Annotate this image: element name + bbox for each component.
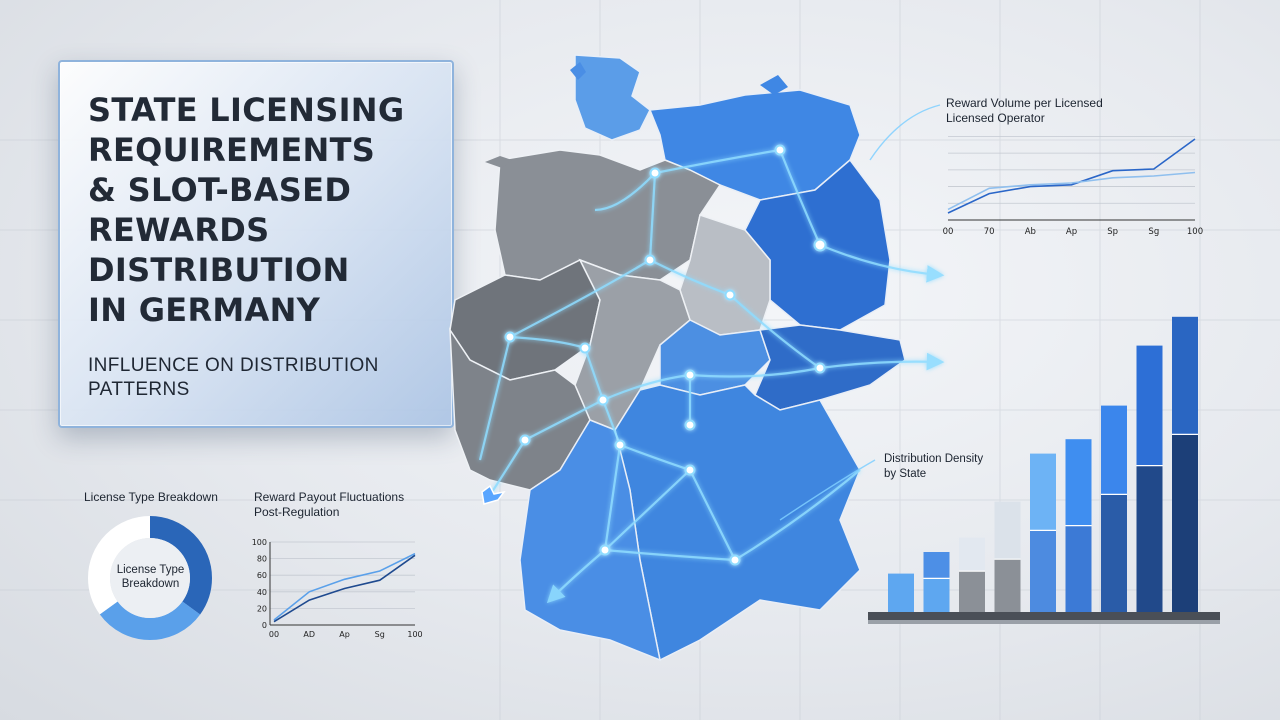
network-node [519,434,531,446]
donut-heading: License Type Breakdown [84,490,218,504]
x-tick-label: AD [303,630,315,639]
bar-segment-lower [959,571,985,612]
line-top-chart: 00 70 Ab Ap Sp Sg 100 [943,135,1203,237]
x-tick-label: Sg [1148,227,1159,237]
bar-platform-edge [868,620,1220,624]
series-line [273,552,416,621]
state-niedersachsen [494,149,722,281]
callout-connector [779,459,876,521]
bar-segment-upper [1101,405,1127,495]
series-line [273,554,416,623]
bar-segment-upper [994,501,1021,560]
y-tick-label: 20 [257,604,267,613]
network-node [813,238,827,252]
x-tick-label: 00 [269,630,279,639]
bar-chart [868,316,1220,624]
x-tick-label: Ap [339,630,350,639]
y-tick-label: 40 [257,588,267,597]
series-line [947,138,1196,214]
y-tick-label: 100 [252,538,267,547]
line-top-heading: Reward Volume per Licensed Licensed Oper… [946,96,1103,125]
x-tick-label: 70 [984,227,995,237]
page-subtitle: INFLUENCE ON DISTRIBUTION PATTERNS [88,355,379,400]
x-tick-label: 100 [407,630,422,639]
network-node [684,464,696,476]
network-lines [478,148,945,604]
y-tick-label: 0 [262,621,267,630]
donut-segment-light [88,516,212,640]
state-schleswig-holstein [574,54,651,141]
line-small-heading: Reward Payout Fluctuations Post-Regulati… [254,490,405,519]
x-tick-label: Ab [1025,227,1036,237]
callout-connector [869,104,941,161]
x-tick-label: 00 [943,227,954,237]
network-node [774,144,786,156]
bar-segment-lower [1065,525,1092,612]
network-node [724,289,736,301]
network-node [729,554,741,566]
bar-segment-upper [959,537,985,572]
donut-center-label: License Type Breakdown [116,564,185,590]
y-tick-label: 60 [257,571,267,580]
network-node [504,331,516,343]
network-node [684,419,696,431]
bar-segment-lower [888,573,914,612]
x-tick-label: Ap [1066,227,1077,237]
x-tick-label: Sg [375,630,385,639]
bars-heading: Distribution Density by State [884,453,984,480]
star-marker-icon [481,484,506,505]
bar-segment-upper [1065,439,1092,526]
bar-segment-lower [994,559,1021,612]
island-shape [760,75,788,95]
bar-platform [868,612,1220,620]
x-tick-label: 100 [1187,227,1203,237]
donut-segment-white [88,516,212,640]
network-node [579,342,591,354]
donut-chart [88,516,212,640]
network-node [644,254,656,266]
bar-segment-lower [923,578,950,612]
network-node [649,167,661,179]
bar-segment-upper [1172,316,1198,435]
line-small-chart: 100 80 60 40 20 000 AD Ap Sg 100 [252,538,423,639]
bar-segment-upper [1030,453,1056,531]
y-tick-label: 80 [257,555,267,564]
bar-segment-lower [1030,530,1056,612]
bar-segment-lower [1101,494,1127,612]
island-shape [485,156,512,168]
series-line [947,171,1196,211]
bar-segment-upper [923,552,950,579]
page-title: STATE LICENSING REQUIREMENTS & SLOT-BASE… [88,91,405,329]
network-node [684,369,696,381]
network-node [614,439,626,451]
donut-hole [110,538,190,618]
title-card: STATE LICENSING REQUIREMENTS & SLOT-BASE… [58,60,454,428]
island-shape [570,62,586,80]
bar-segment-upper [1136,345,1163,466]
network-node [599,544,611,556]
network-node [597,394,609,406]
network-node [814,362,826,374]
bar-segment-lower [1136,465,1163,612]
bar-segment-lower [1172,434,1198,612]
x-tick-label: Sp [1107,227,1118,237]
germany-map [449,54,945,662]
